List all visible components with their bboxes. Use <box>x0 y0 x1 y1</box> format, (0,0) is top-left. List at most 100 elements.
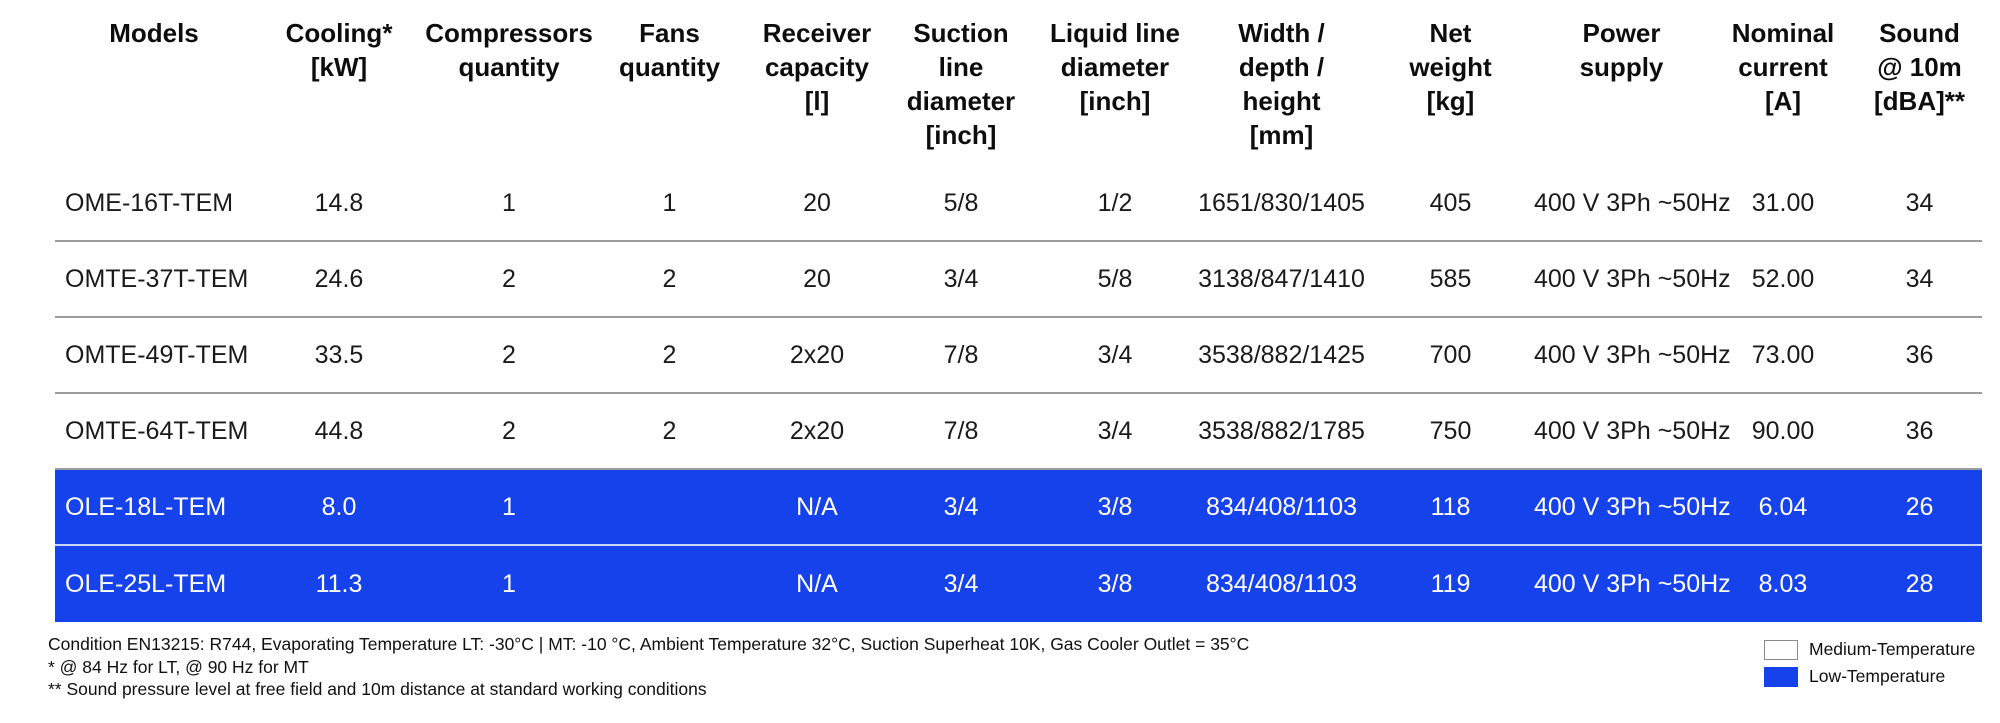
column-header-dimensions: Width / depth / height [mm] <box>1238 18 1325 150</box>
low-temperature-label: Low-Temperature <box>1809 666 1946 686</box>
cell-current: 90.00 <box>1751 416 1815 445</box>
cell-receiver: N/A <box>796 492 838 521</box>
footnote-frequency: * @ 84 Hz for LT, @ 90 Hz for MT <box>48 656 309 677</box>
cell-cooling: 24.6 <box>314 264 364 293</box>
cell-compressors: 1 <box>502 492 516 521</box>
cell-suction: 3/4 <box>943 264 979 293</box>
cell-weight: 750 <box>1429 416 1472 445</box>
cell-power: 400 V 3Ph ~50Hz <box>1534 492 1731 521</box>
cell-compressors: 1 <box>502 569 516 598</box>
cell-dimensions: 3538/882/1425 <box>1198 340 1365 369</box>
cell-compressors: 2 <box>502 264 516 293</box>
cell-liquid: 5/8 <box>1097 264 1133 293</box>
table-row-ole-25l-tem: OLE-25L-TEM 11.3 1 N/A 3/4 3/8 834/408/1103 119… <box>55 546 1982 622</box>
column-header-compressors: Compressors quantity <box>425 18 593 82</box>
table-row-ole-18l-tem: OLE-18L-TEM 8.0 1 N/A 3/4 3/8 834/408/1103 118 4… <box>55 470 1982 546</box>
cell-compressors: 2 <box>502 416 516 445</box>
cell-liquid: 3/4 <box>1097 416 1133 445</box>
column-header-weight: Net weight [kg] <box>1409 18 1492 116</box>
cell-receiver: 2x20 <box>789 340 845 369</box>
cell-sound: 26 <box>1905 492 1934 521</box>
cell-liquid: 1/2 <box>1097 188 1133 217</box>
cell-sound: 36 <box>1905 340 1934 369</box>
cell-sound: 34 <box>1905 188 1934 217</box>
cell-suction: 7/8 <box>943 416 979 445</box>
cell-current: 8.03 <box>1758 569 1808 598</box>
footnotes: Condition EN13215: R744, Evaporating Tem… <box>48 633 1249 701</box>
cell-models: OLE-25L-TEM <box>65 569 227 598</box>
cell-fans: 2 <box>662 264 677 293</box>
cell-suction: 5/8 <box>943 188 979 217</box>
cell-current: 52.00 <box>1751 264 1815 293</box>
column-header-current: Nominal current [A] <box>1731 18 1835 116</box>
cell-compressors: 1 <box>502 188 516 217</box>
cell-sound: 36 <box>1905 416 1934 445</box>
column-header-suction: Suction line diameter [inch] <box>906 18 1016 150</box>
cell-weight: 700 <box>1429 340 1472 369</box>
table-header-row: Models Cooling* [kW] Compressors quantit… <box>55 12 1982 166</box>
cell-models: OLE-18L-TEM <box>65 492 227 521</box>
cell-sound: 28 <box>1905 569 1934 598</box>
cell-weight: 118 <box>1430 492 1471 521</box>
cell-current: 73.00 <box>1751 340 1815 369</box>
cell-liquid: 3/8 <box>1097 569 1133 598</box>
medium-temperature-label: Medium-Temperature <box>1809 639 1976 659</box>
medium-temperature-swatch <box>1764 639 1798 660</box>
cell-cooling: 33.5 <box>314 340 364 369</box>
spec-table: Models Cooling* [kW] Compressors quantit… <box>55 12 1982 622</box>
table-row-omte-64t-tem: OMTE-64T-TEM 44.8 2 2 2x20 7/8 3/4 3538/882/178… <box>55 394 1982 470</box>
cell-receiver: 20 <box>803 264 831 293</box>
cell-sound: 34 <box>1905 264 1934 293</box>
legend-medium-temperature: Medium-Temperature <box>1764 639 1975 660</box>
cell-suction: 3/4 <box>943 492 979 521</box>
cell-liquid: 3/4 <box>1097 340 1133 369</box>
legend-low-temperature: Low-Temperature <box>1764 666 1975 687</box>
cell-liquid: 3/8 <box>1097 492 1133 521</box>
cell-models: OME-16T-TEM <box>65 188 234 217</box>
cell-current: 31.00 <box>1751 188 1815 217</box>
footnote-condition: Condition EN13215: R744, Evaporating Tem… <box>48 634 1250 654</box>
cell-power: 400 V 3Ph ~50Hz <box>1534 416 1731 445</box>
footnote-sound: ** Sound pressure level at free field an… <box>48 679 707 699</box>
cell-compressors: 2 <box>502 340 516 369</box>
cell-weight: 405 <box>1429 188 1472 217</box>
cell-power: 400 V 3Ph ~50Hz <box>1534 264 1731 293</box>
cell-suction: 7/8 <box>943 340 979 369</box>
column-header-fans: Fans quantity <box>618 18 721 82</box>
cell-receiver: 2x20 <box>789 416 845 445</box>
cell-dimensions: 3138/847/1410 <box>1198 264 1365 293</box>
column-header-power: Power supply <box>1579 18 1664 82</box>
cell-fans: 2 <box>662 340 677 369</box>
cell-power: 400 V 3Ph ~50Hz <box>1534 569 1731 598</box>
cell-weight: 119 <box>1430 569 1471 598</box>
cell-dimensions: 834/408/1103 <box>1205 492 1358 521</box>
table-row-omte-49t-tem: OMTE-49T-TEM 33.5 2 2 2x20 7/8 3/4 3538/882/142… <box>55 318 1982 394</box>
cell-dimensions: 834/408/1103 <box>1205 569 1358 598</box>
column-header-cooling: Cooling* [kW] <box>285 18 393 82</box>
cell-weight: 585 <box>1429 264 1472 293</box>
table-row-ome-16t-tem: OME-16T-TEM 14.8 1 1 20 5/8 1/2 1651/830/1405 40… <box>55 166 1982 242</box>
column-header-models: Models <box>109 18 199 48</box>
low-temperature-swatch <box>1764 666 1798 687</box>
legend: Medium-Temperature Low-Temperature <box>1764 639 1975 693</box>
cell-models: OMTE-64T-TEM <box>65 416 249 445</box>
column-header-receiver: Receiver capacity [l] <box>762 18 872 116</box>
cell-cooling: 44.8 <box>314 416 364 445</box>
cell-dimensions: 1651/830/1405 <box>1198 188 1365 217</box>
cell-models: OMTE-37T-TEM <box>65 264 249 293</box>
cell-receiver: 20 <box>803 188 831 217</box>
column-header-liquid: Liquid line diameter [inch] <box>1050 18 1180 116</box>
column-header-sound: Sound @ 10m [dBA]** <box>1874 18 1965 116</box>
cell-cooling: 14.8 <box>314 188 364 217</box>
table-row-omte-37t-tem: OMTE-37T-TEM 24.6 2 2 20 3/4 5/8 3138/847/1410 5… <box>55 242 1982 318</box>
table-body: OME-16T-TEM 14.8 1 1 20 5/8 1/2 1651/830/1405 40… <box>55 166 1982 622</box>
cell-fans: 2 <box>662 416 677 445</box>
cell-dimensions: 3538/882/1785 <box>1198 416 1365 445</box>
cell-receiver: N/A <box>796 569 838 598</box>
cell-fans: 1 <box>662 188 677 217</box>
cell-current: 6.04 <box>1758 492 1808 521</box>
cell-models: OMTE-49T-TEM <box>65 340 249 369</box>
cell-suction: 3/4 <box>943 569 979 598</box>
cell-cooling: 11.3 <box>315 569 363 598</box>
